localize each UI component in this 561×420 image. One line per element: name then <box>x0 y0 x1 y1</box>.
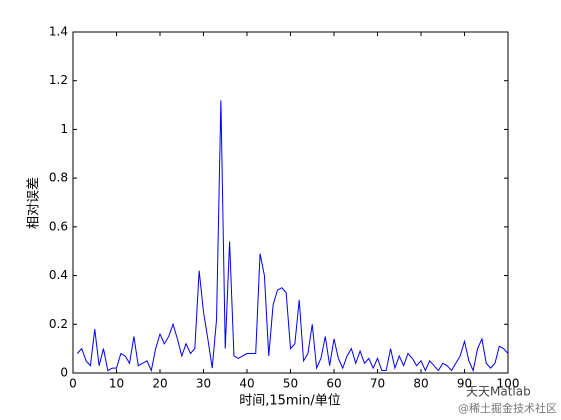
x-tick-label: 0 <box>69 377 77 391</box>
y-tick-label: 0.6 <box>49 219 68 233</box>
watermark: @稀土掘金技术社区 <box>458 401 557 415</box>
data-line <box>76 100 509 373</box>
y-tick-label: 0 <box>60 366 68 380</box>
y-tick-label: 0.4 <box>49 268 68 282</box>
axes-box <box>72 31 509 374</box>
x-tick-label: 20 <box>152 377 167 391</box>
y-tick-label: 1.2 <box>49 73 68 87</box>
y-axis-label: 相对误差 <box>27 177 42 229</box>
y-tick-label: 1.4 <box>49 25 68 39</box>
y-tick-label: 0.2 <box>49 317 68 331</box>
x-tick-label: 90 <box>457 377 472 391</box>
x-tick-label: 80 <box>413 377 428 391</box>
x-tick-label: 100 <box>497 377 520 391</box>
x-tick-label: 60 <box>326 377 341 391</box>
x-tick-label: 50 <box>283 377 298 391</box>
x-tick-label: 40 <box>239 377 254 391</box>
x-tick-label: 10 <box>109 377 124 391</box>
x-tick-label: 30 <box>196 377 211 391</box>
x-axis-label: 时间,15min/单位 <box>239 394 341 409</box>
watermark: 天天Matlab <box>466 385 531 399</box>
y-tick-label: 0.8 <box>49 171 68 185</box>
x-tick-label: 70 <box>370 377 385 391</box>
y-tick-label: 1 <box>60 122 68 136</box>
